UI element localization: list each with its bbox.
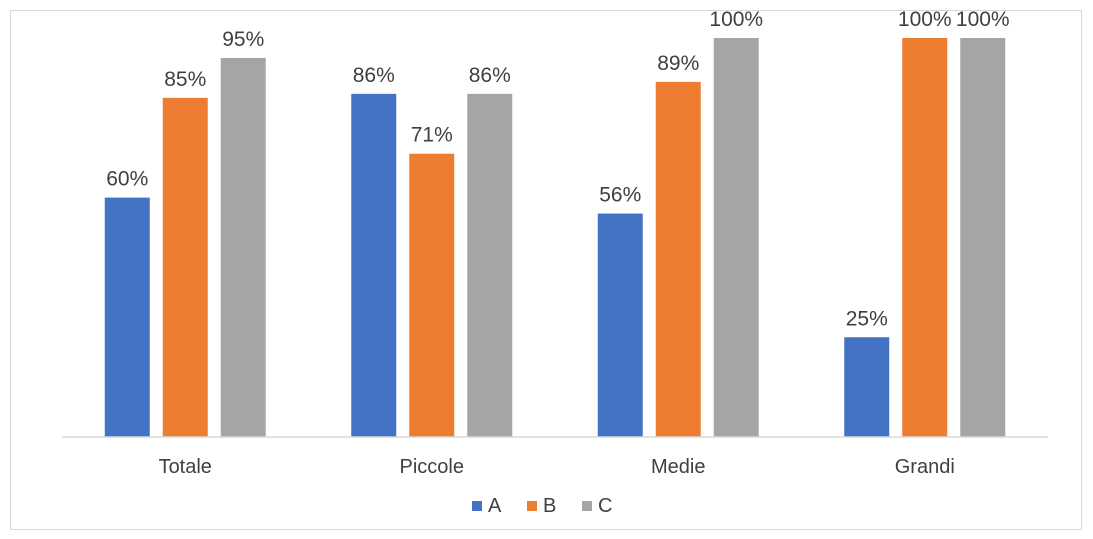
bar-a-medie [597,213,643,437]
category-label-grandi: Grandi [895,456,955,478]
category-labels-group: Totale Piccole Medie Grandi [159,456,955,478]
data-label-c-medie: 100% [709,8,763,31]
data-label-b-piccole: 71% [411,124,453,147]
data-label-c-piccole: 86% [469,64,511,87]
data-label-b-medie: 89% [657,52,699,75]
bar-b-totale [162,97,208,437]
bar-b-grandi [902,38,948,437]
category-label-totale: Totale [159,456,212,478]
bar-c-medie [713,38,759,437]
bars-group [104,38,1006,438]
data-label-b-totale: 85% [164,68,206,91]
legend-label-a: A [488,495,502,517]
data-label-c-grandi: 100% [956,8,1010,31]
data-label-b-grandi: 100% [898,8,952,31]
bar-c-grandi [960,38,1006,437]
legend-swatch-c [582,501,592,511]
legend: A B C [472,495,612,517]
data-label-c-totale: 95% [222,28,264,51]
data-label-a-totale: 60% [106,168,148,191]
bar-a-piccole [351,93,397,438]
legend-label-c: C [598,495,612,517]
bar-b-piccole [409,153,455,437]
category-label-piccole: Piccole [400,456,464,478]
bar-c-totale [220,57,266,437]
legend-swatch-b [527,501,537,511]
data-label-a-piccole: 86% [353,64,395,87]
legend-swatch-a [472,501,482,511]
bar-c-piccole [467,93,513,438]
legend-label-b: B [543,495,556,517]
bar-b-medie [655,81,701,437]
bar-a-grandi [844,337,890,437]
data-labels-group: 60%85%95%86%71%86%56%89%100%25%100% 100% [106,8,1009,330]
data-label-a-grandi: 25% [846,307,888,330]
bar-a-totale [104,197,150,437]
category-label-medie: Medie [651,456,705,478]
data-label-a-medie: 56% [599,184,641,207]
